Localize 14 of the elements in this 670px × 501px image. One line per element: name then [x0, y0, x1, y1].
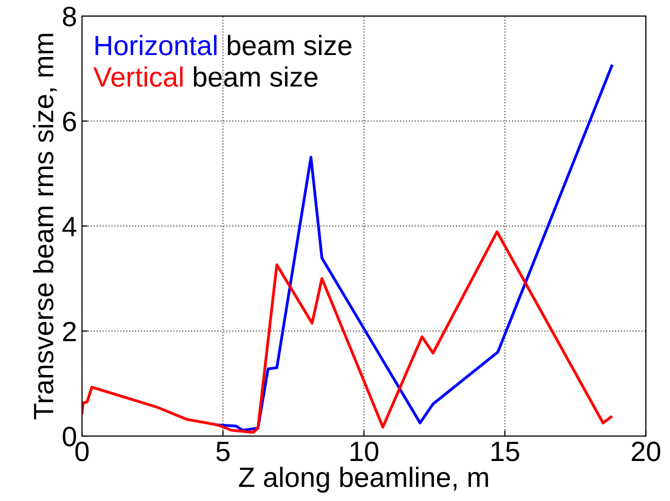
y-tick-label: 6	[63, 112, 76, 132]
x-axis-title: Z along beamline, m	[239, 466, 488, 493]
y-tick-label: 8	[62, 6, 76, 26]
text: Vertical beam size	[93, 66, 318, 87]
x-tick-label: 15	[492, 442, 520, 462]
y-tick-label: 0	[62, 426, 76, 446]
line-series	[82, 230, 612, 434]
text: Horizontal beam size	[96, 34, 352, 56]
x-tick-label: 10	[350, 442, 378, 462]
y-tick-label: 2	[63, 322, 76, 342]
x-tick-label: 5	[216, 442, 230, 462]
x-tick-label: 20	[632, 442, 660, 462]
y-tick-label: 4	[62, 216, 76, 236]
y-axis-title: Transverse beam rms size, mm	[33, 34, 57, 420]
